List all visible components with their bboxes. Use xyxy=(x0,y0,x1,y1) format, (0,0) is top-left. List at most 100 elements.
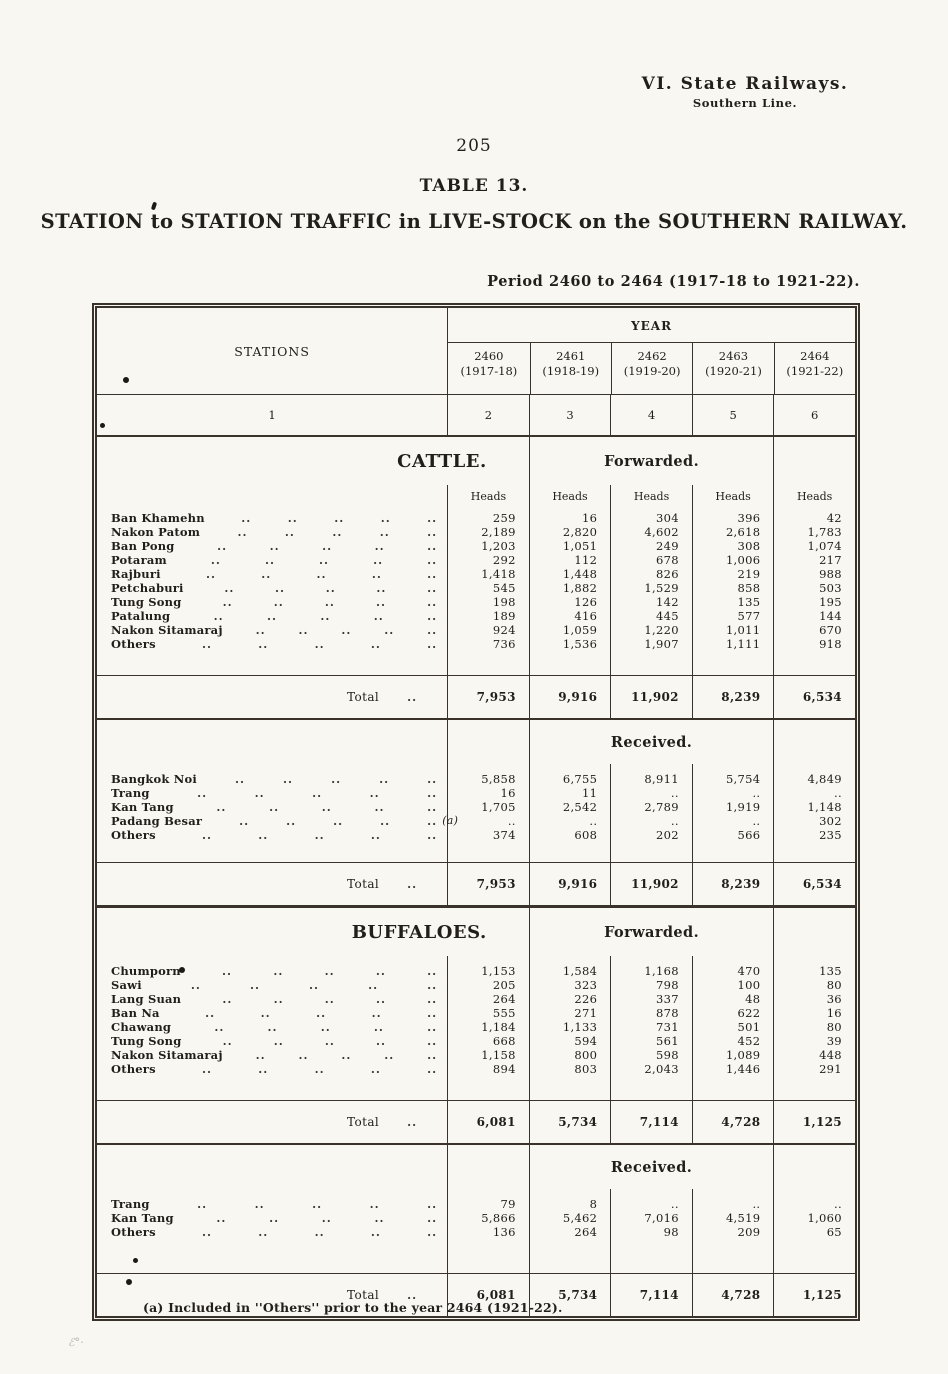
column-number: 6 xyxy=(773,395,855,435)
value-cell: 1,168 xyxy=(610,964,692,978)
value-cell: 1,919 xyxy=(691,800,774,814)
leader-dots: .. xyxy=(324,1034,335,1048)
station-cell xyxy=(97,764,447,772)
station-name: Trang xyxy=(111,786,150,800)
value-cell xyxy=(610,1239,692,1273)
station-cell: Trang.......... xyxy=(97,786,447,800)
year-value: 2464 xyxy=(800,349,830,363)
leader-dots: .. xyxy=(427,595,438,609)
station-cell: Nakon Sitamaraj.......... xyxy=(97,1048,447,1062)
station-row: Ban Na.......... 555 271 878 622 16 xyxy=(97,1006,855,1020)
value: .. xyxy=(670,1197,679,1211)
value-cell: 1,882 xyxy=(528,581,611,595)
total-value-cell: 8,239 xyxy=(691,863,774,905)
value: 304 xyxy=(655,511,679,525)
station-cell: Kan Tang.......... xyxy=(97,1211,447,1225)
leader-dots: .. xyxy=(261,567,272,581)
station-cell: Others.......... xyxy=(97,1062,447,1076)
value: 80 xyxy=(826,978,842,992)
value: 1,153 xyxy=(481,964,516,978)
total-label-cell: Total.. xyxy=(97,1115,447,1129)
leader-dots: .. xyxy=(197,786,208,800)
station-row: Nakon Patom.......... 2,189 2,820 4,602 2,61… xyxy=(97,525,855,539)
value-cell: 1,184 xyxy=(447,1020,529,1034)
total-value-cell: 9,916 xyxy=(528,676,611,718)
leader-dots: .. xyxy=(202,1062,213,1076)
value-cell: 503 xyxy=(773,581,855,595)
total-value-cell: 7,114 xyxy=(610,1274,692,1316)
value-cell xyxy=(773,651,855,675)
station-row: Ban Khamehn.......... 259 16 304 396 42 xyxy=(97,511,855,525)
value-cell: 2,820 xyxy=(528,525,611,539)
total-row: Total.. 6,081 5,734 7,114 4,728 1,125 xyxy=(97,1273,855,1316)
value: 112 xyxy=(574,553,598,567)
value: 501 xyxy=(737,1020,761,1034)
leader-dots: .. xyxy=(380,814,391,828)
value-cell: 1,536 xyxy=(528,637,611,651)
value: 566 xyxy=(737,828,761,842)
station-row: Others.......... 374 608 202 566 235 xyxy=(97,828,855,842)
value-cell xyxy=(691,1189,774,1197)
total-label-cell: Total.. xyxy=(97,690,447,704)
value: 416 xyxy=(574,609,598,623)
value-cell: 48 xyxy=(691,992,774,1006)
leader-dots: .. xyxy=(273,1034,284,1048)
value: 1,783 xyxy=(807,525,842,539)
value-cell: .. xyxy=(773,786,855,800)
leader-dots: .. xyxy=(427,828,438,842)
column-number: 1 xyxy=(268,408,276,422)
value-cell: 878 xyxy=(610,1006,692,1020)
leader-dots: .. xyxy=(427,511,438,525)
station-cell: Ban Pong.......... xyxy=(97,539,447,553)
leader-dots: .. xyxy=(373,609,384,623)
band-gap xyxy=(447,720,529,764)
station-row: Padang Besar.......... (a)........ 302 xyxy=(97,814,855,828)
line-subheading: Southern Line. xyxy=(692,96,798,110)
value-cell: 561 xyxy=(610,1034,692,1048)
value: 1,882 xyxy=(562,581,598,595)
ink-speck xyxy=(100,423,105,428)
leader-dots: .. xyxy=(427,1020,438,1034)
value-cell: 416 xyxy=(528,609,611,623)
era-value: (1920-21) xyxy=(705,364,762,378)
station-row: Tung Song.......... 198 126 142 135 195 xyxy=(97,595,855,609)
column-number: 5 xyxy=(691,395,774,435)
spacer-row xyxy=(97,1076,855,1100)
station-cell: Others.......... xyxy=(97,828,447,842)
leader-dots: .. xyxy=(284,525,295,539)
value-cell: 598 xyxy=(610,1048,692,1062)
total-value-cell: 9,916 xyxy=(528,863,611,905)
value-cell: 4,602 xyxy=(610,525,692,539)
value: 136 xyxy=(492,1225,516,1239)
leader-dots: .. xyxy=(286,814,297,828)
station-name: Bangkok Noi xyxy=(111,772,197,786)
value: 16 xyxy=(582,511,598,525)
year-column-header: 2462 (1919-20) xyxy=(610,343,692,394)
era-value: (1917-18) xyxy=(460,364,518,378)
value-cell xyxy=(691,509,774,511)
year-header-group: YEAR 2460 (1917-18) 2461 (1918-19) 2462 … xyxy=(447,308,855,394)
value-cell xyxy=(610,842,692,862)
heads-cell: Heads xyxy=(447,485,529,509)
value: 5,462 xyxy=(562,1211,598,1225)
station-name: Others xyxy=(111,828,156,842)
value-cell: 1,148 xyxy=(773,800,855,814)
heads-cell: Heads xyxy=(528,485,611,509)
value: 6,755 xyxy=(562,772,598,786)
spacer-row xyxy=(97,1189,855,1197)
livestock-table: STATIONS YEAR 2460 (1917-18) 2461 (1918-… xyxy=(92,303,860,1321)
spacer-row xyxy=(97,1239,855,1273)
leader-dots: .. xyxy=(316,567,327,581)
value-cell xyxy=(447,651,529,675)
value-cell: 226 xyxy=(528,992,611,1006)
total-row: Total.. 7,953 9,916 11,902 8,239 6,534 xyxy=(97,675,855,720)
heads-cell: Heads xyxy=(773,485,855,509)
leader-dots: .. xyxy=(202,637,213,651)
leader-dots: .. xyxy=(427,581,438,595)
footnote: (a) Included in ''Others'' prior to the … xyxy=(143,1300,563,1315)
value: 1,060 xyxy=(807,1211,842,1225)
value-cell: 448 xyxy=(773,1048,855,1062)
station-cell: Tung Song.......... xyxy=(97,595,447,609)
value-cell: 374 xyxy=(447,828,529,842)
station-name: Ban Khamehn xyxy=(111,511,205,525)
